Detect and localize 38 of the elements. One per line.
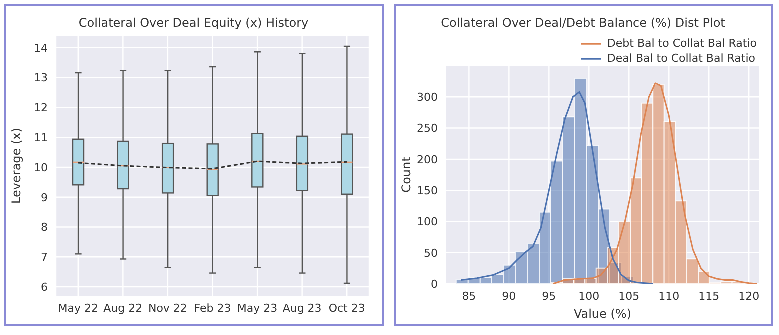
y-tick-label: 100 <box>416 216 438 229</box>
y-tick-label: 10 <box>34 161 48 174</box>
y-tick-label: 150 <box>416 184 438 198</box>
y-tick-label: 0 <box>430 278 438 291</box>
y-tick-label: 9 <box>41 191 48 204</box>
x-tick-label: 105 <box>618 290 640 303</box>
y-tick-label: 14 <box>34 42 48 55</box>
y-tick-label: 300 <box>416 91 438 104</box>
y-tick-label: 8 <box>41 221 48 234</box>
x-tick-label: 95 <box>542 290 556 303</box>
y-tick-label: 200 <box>416 153 438 166</box>
x-axis-title: Value (%) <box>573 307 632 321</box>
x-tick-label: Aug 22 <box>104 302 143 315</box>
y-tick-label: 11 <box>34 132 48 145</box>
y-tick-label: 13 <box>34 72 48 85</box>
y-tick-label: 250 <box>416 122 438 136</box>
y-axis-title: Count <box>398 156 413 193</box>
legend-label: Deal Bal to Collat Bal Ratio <box>607 51 756 66</box>
y-tick-label: 7 <box>41 251 48 264</box>
x-tick-label: 120 <box>738 290 760 303</box>
x-tick-label: 115 <box>698 290 720 303</box>
x-tick-label: Oct 23 <box>328 302 366 315</box>
y-tick-label: 50 <box>424 246 438 260</box>
legend-label: Debt Bal to Collat Bal Ratio <box>607 36 757 51</box>
x-tick-label: 85 <box>462 290 476 303</box>
x-tick-label: Nov 22 <box>148 302 188 315</box>
x-tick-label: 90 <box>502 290 516 303</box>
chart-title: Collateral Over Deal Equity (x) History <box>78 16 310 32</box>
x-tick-label: May 22 <box>58 302 99 315</box>
y-tick-label: 12 <box>34 102 48 115</box>
x-tick-label: 110 <box>658 290 680 303</box>
x-tick-label: May 23 <box>237 302 278 315</box>
x-tick-label: Feb 23 <box>194 302 232 315</box>
x-tick-label: 100 <box>578 290 600 303</box>
chart-title: Collateral Over Deal/Debt Balance (%) Dist Plot <box>440 16 726 32</box>
y-axis-title: Leverage (x) <box>9 128 24 204</box>
x-tick-label: Aug 23 <box>282 302 322 315</box>
y-tick-label: 6 <box>41 280 48 294</box>
